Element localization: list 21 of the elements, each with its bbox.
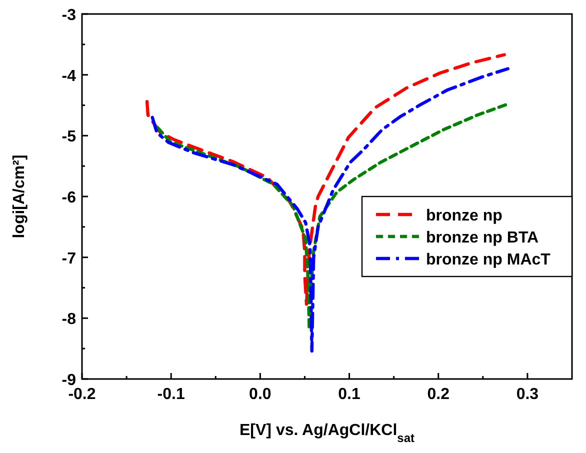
legend-label: bronze np BTA xyxy=(426,230,540,246)
x-tick-label: 0.1 xyxy=(338,386,360,403)
y-tick-label: -3 xyxy=(62,7,76,24)
x-tick-label: -0.1 xyxy=(157,386,185,403)
y-tick-label: -9 xyxy=(62,372,76,389)
line-series xyxy=(156,102,510,331)
y-axis-title: logi[A/cm²] xyxy=(11,154,28,238)
y-tick-label: -8 xyxy=(62,311,76,328)
line-series xyxy=(150,67,510,353)
legend-label: bronze np MAcT xyxy=(426,252,551,268)
y-tick-label: -6 xyxy=(62,190,76,206)
x-tick-label: 0.2 xyxy=(427,386,450,403)
y-tick-label: -4 xyxy=(62,68,76,85)
y-tick-label: -7 xyxy=(62,250,76,268)
x-axis-title: E[V] vs. Ag/AgCl/KCl$_{sat}$ xyxy=(240,422,414,445)
x-tick-label: 0.0 xyxy=(249,386,272,403)
legend-label: bronze np xyxy=(426,208,503,224)
line-series xyxy=(145,53,506,306)
x-tick-label: -0.2 xyxy=(68,386,96,403)
x-tick-label: 0.3 xyxy=(516,386,539,403)
y-tick-label: -5 xyxy=(62,128,76,146)
